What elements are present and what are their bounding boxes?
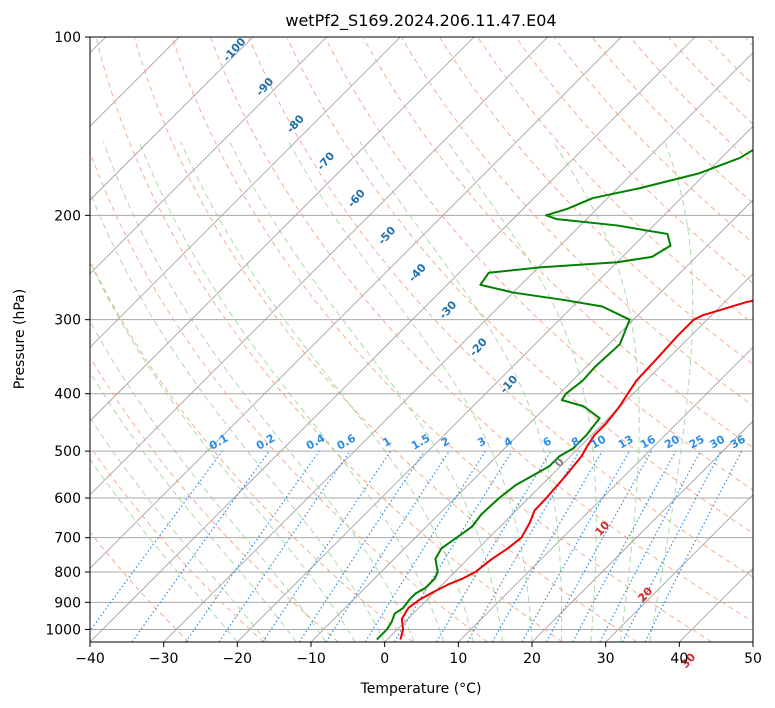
isotherm-line: [531, 420, 753, 642]
isotherm-line: [605, 494, 753, 642]
isotherm-line: [90, 37, 548, 496]
dry-adiabat-line: [133, 37, 638, 642]
moist-adiabat-line: [102, 141, 415, 642]
dry-adiabat-line: [248, 37, 753, 578]
dry-adiabat-line: [630, 37, 753, 165]
x-tick-label: −10: [296, 651, 326, 667]
mixing-ratio-line: [185, 450, 320, 642]
isotherm-line: [163, 52, 753, 642]
y-tick-label: 800: [54, 565, 81, 581]
x-axis-label: Temperature (°C): [360, 681, 482, 697]
dry-adiabat-line: [363, 37, 753, 449]
mixing-ratio-line: [90, 450, 223, 632]
dry-adiabat-line: [90, 531, 190, 642]
dry-adiabat-line: [477, 37, 753, 325]
x-axis: −40 −30 −20 −10 0 10 20 30 40 50: [75, 642, 762, 667]
moist-adiabat-line: [138, 141, 445, 642]
moist-adiabat-line: [287, 141, 533, 642]
chart-title: wetPf2_S169.2024.206.11.47.E04: [285, 11, 556, 31]
dry-adiabat-line: [516, 37, 753, 284]
dry-adiabat-line: [95, 37, 563, 642]
isotherm-line: [90, 37, 254, 201]
mixing-ratio-line: [521, 450, 631, 642]
y-tick-label: 1000: [45, 622, 81, 638]
isotherm-line: [458, 346, 753, 642]
x-tick-label: −40: [75, 651, 105, 667]
isotherm-line: [90, 37, 696, 642]
mixing-ratio-line: [572, 450, 677, 642]
isotherm-line: [237, 125, 753, 642]
dry-adiabat-line: [401, 37, 753, 407]
mixing-ratio-line: [262, 450, 392, 642]
mixing-ratio-line: [298, 450, 425, 642]
isotherm-line: [384, 273, 753, 642]
y-tick-label: 300: [54, 313, 81, 329]
dry-adiabat-line: [90, 356, 339, 642]
y-tick-label: 200: [54, 208, 81, 224]
mixing-ratio-line: [393, 450, 513, 642]
x-tick-label: −30: [149, 651, 179, 667]
y-axis: 100 200 300 400 500 600 700 800 900 1000: [45, 30, 90, 638]
plot-background: [90, 37, 753, 642]
moist-adiabat-line: [229, 141, 504, 642]
isotherm-line: [90, 37, 475, 422]
y-tick-label: 400: [54, 387, 81, 403]
mixing-ratio-line: [325, 450, 450, 642]
isotherm-line: [90, 37, 401, 348]
x-tick-label: −20: [223, 651, 253, 667]
moist-adiabat-line: [552, 141, 640, 642]
x-tick-label: 40: [670, 651, 688, 667]
y-tick-label: 600: [54, 491, 81, 507]
mixing-ratio-line: [545, 450, 653, 642]
isotherm-line: [90, 37, 327, 275]
dry-adiabat-line: [592, 37, 753, 204]
moist-adiabat-line: [90, 458, 238, 642]
moist-adiabat-line: [90, 320, 327, 642]
y-tick-label: 700: [54, 531, 81, 547]
y-tick-label: 500: [54, 444, 81, 460]
moist-adiabat-line: [90, 261, 356, 642]
moist-adiabat-line: [359, 141, 563, 642]
mixing-ratio-line: [644, 450, 743, 642]
y-tick-label: 100: [54, 30, 81, 46]
dry-adiabat-line: [325, 37, 753, 491]
mixing-ratio-line: [218, 450, 351, 642]
moist-adiabat-line: [446, 141, 597, 642]
profile-lines: [376, 148, 753, 641]
dewpoint-profile-line: [376, 148, 753, 641]
x-tick-label: 20: [523, 651, 541, 667]
mixing-ratio-line: [131, 450, 270, 642]
moist-adiabat-line: [90, 190, 386, 642]
plot-frame: [89, 36, 754, 643]
dry-adiabat-line: [554, 37, 753, 244]
background-lines: [90, 37, 753, 642]
isotherm-line: [90, 37, 622, 569]
x-tick-label: 0: [380, 651, 389, 667]
x-tick-label: 10: [449, 651, 467, 667]
moist-adiabat-line: [180, 141, 474, 642]
dry-adiabat-line: [286, 37, 753, 534]
x-tick-label: 50: [744, 651, 762, 667]
temperature-profile-line: [399, 299, 753, 640]
dry-adiabat-line: [439, 37, 753, 366]
y-axis-label: Pressure (hPa): [12, 289, 28, 389]
y-tick-label: 900: [54, 595, 81, 611]
x-tick-label: 30: [597, 651, 615, 667]
moist-adiabat-line: [90, 370, 297, 642]
moist-adiabat-line: [90, 416, 268, 642]
